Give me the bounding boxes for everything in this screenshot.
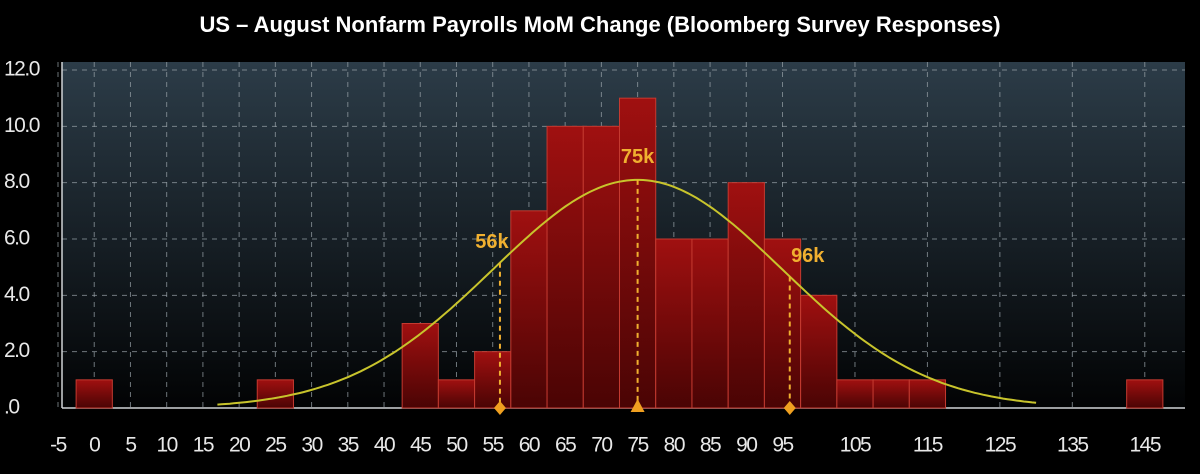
bar <box>546 125 584 409</box>
y-tick-label: 2.0 <box>4 339 30 362</box>
annotation-label: 56k <box>475 231 509 253</box>
bar <box>800 294 838 409</box>
annotation-label: 96k <box>791 245 825 267</box>
plot-layer: .0 2.0 4.0 6.0 8.0 10.0 12.0 -5 0 5 10 15 20 25 30 35 40… <box>4 58 1185 457</box>
x-tick-label: 30 <box>301 434 322 457</box>
x-tick-label: 5 <box>125 434 136 457</box>
y-tick-label: 10.0 <box>4 114 40 137</box>
x-tick-label: 75 <box>627 434 648 457</box>
x-tick-label: 35 <box>338 434 359 457</box>
x-tick-label: 60 <box>519 434 540 457</box>
x-tick-label: 10 <box>156 434 177 457</box>
y-tick-label: 4.0 <box>4 283 30 306</box>
annotation-marker <box>493 401 506 415</box>
x-tick-label: 45 <box>410 434 431 457</box>
x-tick-label: 105 <box>840 434 871 457</box>
bar <box>691 238 729 409</box>
x-tick-label: 95 <box>772 434 793 457</box>
chart-title: US – August Nonfarm Payrolls MoM Change … <box>199 12 1000 37</box>
x-tick-label: 125 <box>985 434 1016 457</box>
x-tick-label: 145 <box>1130 434 1161 457</box>
bar <box>75 379 113 409</box>
y-tick-label: .0 <box>4 396 19 419</box>
x-tick-label: 90 <box>736 434 757 457</box>
bar <box>510 210 548 409</box>
annotation-label: 75k <box>621 146 655 168</box>
bar <box>763 238 802 409</box>
bar <box>437 379 476 409</box>
bar <box>908 379 947 409</box>
x-tick-label: -5 <box>50 434 66 457</box>
x-tick-label: 20 <box>229 434 250 457</box>
bar <box>836 379 874 409</box>
y-tick-label: 6.0 <box>4 227 30 250</box>
x-tick-label: 0 <box>89 434 100 457</box>
x-tick-label: 70 <box>591 434 612 457</box>
x-tick-label: 15 <box>193 434 214 457</box>
bar <box>655 238 693 409</box>
x-tick-label: 115 <box>913 434 943 457</box>
bar <box>582 125 620 409</box>
annotation-marker <box>630 399 645 412</box>
y-tick-label: 12.0 <box>4 58 40 81</box>
x-tick-label: 50 <box>446 434 467 457</box>
bar <box>872 379 910 409</box>
x-tick-label: 65 <box>555 434 576 457</box>
x-tick-label: 40 <box>374 434 395 457</box>
bar <box>1126 379 1164 409</box>
bar <box>256 379 294 409</box>
x-tick-label: 25 <box>265 434 286 457</box>
annotation-marker <box>783 401 796 415</box>
fit-curve <box>217 178 1037 406</box>
bar <box>474 351 512 409</box>
x-tick-label: 135 <box>1057 434 1088 457</box>
x-tick-label: 85 <box>700 434 721 457</box>
bar <box>401 323 439 409</box>
y-tick-label: 8.0 <box>4 170 30 193</box>
x-tick-label: 55 <box>483 434 504 457</box>
x-tick-label: 80 <box>664 434 685 457</box>
bar <box>727 182 765 409</box>
